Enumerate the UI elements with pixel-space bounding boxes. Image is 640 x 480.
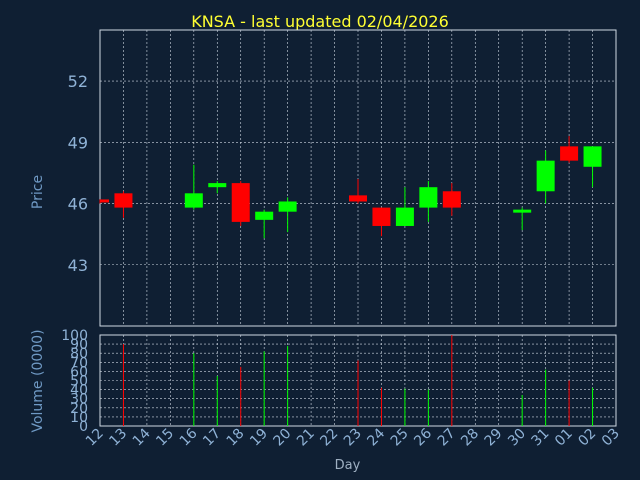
day-tick-label: 03 [599,426,623,450]
day-tick-label: 02 [575,426,599,450]
volume-tick-label: 60 [70,364,88,380]
day-tick-label: 15 [153,426,177,450]
day-tick-label: 29 [482,426,506,450]
candle-body [536,160,555,192]
candle-body [442,191,461,208]
day-tick-label: 26 [411,425,435,449]
day-tick-label: 19 [247,426,271,450]
day-tick-label: 16 [177,425,201,449]
candle-body [349,195,367,202]
price-tick-label: 52 [68,72,88,91]
price-tick-label: 43 [68,256,88,275]
day-tick-label: 13 [106,426,130,450]
day-tick-label: 25 [388,426,412,450]
price-tick-label: 46 [68,195,88,214]
volume-tick-label: 50 [70,374,88,390]
day-tick-label: 28 [458,426,482,450]
day-tick-label: 27 [435,426,459,450]
day-axis-label: Day [334,458,361,473]
candle-body [419,187,438,208]
day-tick-label: 23 [341,426,365,450]
day-tick-label: 22 [317,426,341,450]
candle-body [395,207,414,226]
candle-body [372,207,391,226]
day-tick-label: 24 [364,425,388,449]
volume-tick-label: 90 [70,337,88,353]
day-tick-label: 21 [294,426,318,450]
volume-tick-label: 100 [61,328,88,344]
volume-tick-label: 10 [70,410,88,426]
chart-title: KNSA - last updated 02/04/2026 [191,12,449,31]
candle-body [114,193,133,208]
day-tick-label: 31 [529,426,553,450]
day-tick-label: 14 [130,425,154,449]
candle-body [184,193,203,208]
volume-tick-label: 80 [70,346,88,362]
day-tick-label: 30 [505,426,529,450]
price-tick-label: 49 [68,133,88,152]
candle-body [100,199,109,203]
candle-body [255,211,274,220]
candle-body [560,146,579,161]
candle-body [513,209,532,213]
volume-tick-label: 40 [70,383,88,399]
day-tick-label: 17 [200,426,224,450]
day-tick-label: 20 [271,426,295,450]
candle-body [583,146,602,167]
volume-tick-label: 30 [70,392,88,408]
day-tick-label: 18 [224,426,248,450]
volume-tick-label: 20 [70,401,88,417]
day-tick-label: 01 [552,426,576,450]
candle-body [231,183,250,222]
volume-tick-label: 0 [79,419,88,435]
candle-body [278,201,297,212]
volume-tick-label: 70 [70,355,88,371]
candle-body [208,183,227,188]
